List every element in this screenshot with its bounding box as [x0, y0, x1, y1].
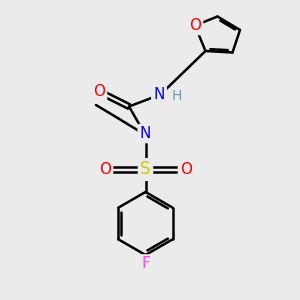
Text: N: N — [153, 87, 165, 102]
Text: H: H — [172, 89, 182, 103]
Text: O: O — [99, 162, 111, 177]
Text: O: O — [93, 84, 105, 99]
Text: O: O — [180, 162, 192, 177]
Text: F: F — [141, 256, 150, 272]
Text: O: O — [189, 18, 201, 33]
Text: N: N — [140, 126, 151, 141]
Text: S: S — [140, 160, 151, 178]
